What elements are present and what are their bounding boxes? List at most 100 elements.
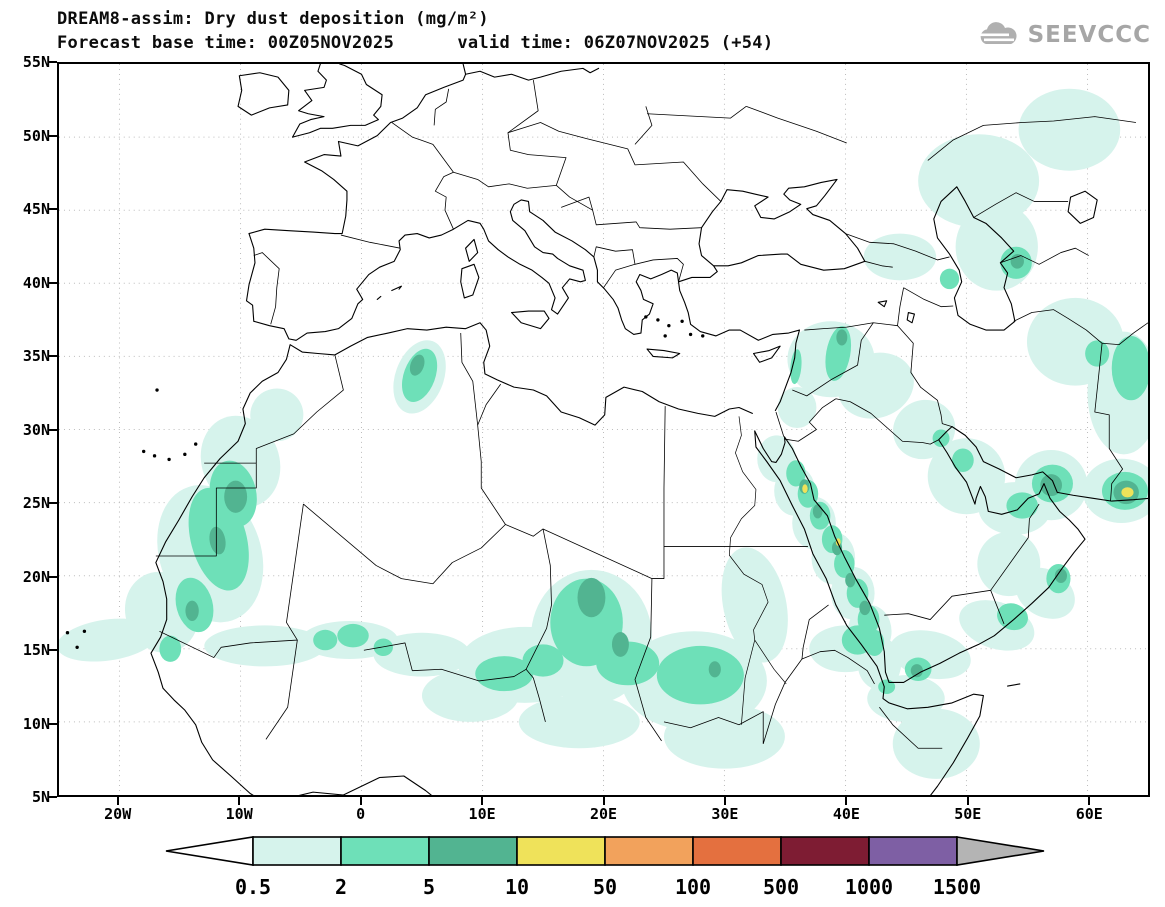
chart-title: DREAM8-assim: Dry dust deposition (mg/m²… [57,9,489,29]
map-canvas [59,64,1148,795]
island [183,452,187,457]
coastline [465,67,600,81]
country-border [593,246,636,265]
dust-contour-level2 [185,600,199,622]
lat-tick-label: 25N [22,494,50,512]
river-nile [728,416,769,641]
country-border [434,171,454,230]
coastline [245,199,680,341]
colorbar-over-arrow [956,836,1045,866]
coastline [933,186,1016,331]
country-border [897,325,953,427]
country-border [255,354,344,464]
country-border [303,503,506,585]
coastline [906,311,916,324]
country-border [1094,343,1123,502]
coastline [291,64,327,138]
lon-tick-label: 50E [954,805,982,823]
dust-contour-level2 [910,664,923,678]
colorbar-label: 5 [423,875,435,899]
colorbar-label: 1500 [933,875,981,899]
lon-tick-label: 10E [468,805,496,823]
lon-tick-mark [116,797,119,805]
dust-contour-level3 [802,484,808,494]
coastline [1007,683,1021,687]
dust-contour-level1 [656,645,744,705]
colorbar-label: 50 [593,875,617,899]
lon-tick-mark [845,797,848,805]
country-border [265,639,298,740]
country-border [884,589,1005,625]
country-border [927,116,1137,161]
lon-tick-label: 60E [1075,805,1103,823]
colorbar-cell [692,836,782,866]
lon-tick-label: 30E [711,805,739,823]
dust-contour-level0 [977,531,1041,597]
coastline [753,345,781,363]
country-border [804,287,904,331]
dust-contour-level1 [932,429,950,448]
dust-contour-level1 [834,550,855,578]
country-border [603,258,684,288]
country-border [556,185,702,230]
lat-tick-mark [49,61,57,63]
country-border [634,106,653,145]
lat-tick-mark [49,355,57,357]
colorbar-cell [604,836,694,866]
island [75,645,79,649]
lon-tick-mark [481,797,484,805]
country-border [253,252,280,325]
cloud-icon [979,22,1017,44]
dust-contour-level2 [224,480,248,513]
country-border [1013,309,1103,344]
dust-contour-level0 [518,695,640,749]
country-border [460,333,506,525]
dust-contour-level2 [859,600,871,616]
colorbar: 0.5 2 5 10 50 100 500 1000 1500 [165,836,1045,899]
lat-tick-label: 10N [22,714,50,733]
coastline [951,426,1148,502]
lat-tick-mark [49,134,57,137]
island [667,323,671,328]
lat-tick-label: 20N [22,567,50,586]
lat-tick-label: 35N [22,347,50,365]
coastline [460,263,480,299]
dust-contour-level1 [952,448,974,472]
dust-contour-level0 [918,134,1040,228]
dust-contour-level0 [777,387,817,429]
island [194,442,198,446]
country-border [1102,322,1148,346]
dust-contour-level0 [373,632,471,677]
island [141,449,146,454]
island [65,630,70,635]
lon-tick-mark [359,797,362,805]
dust-contour-level1 [313,629,338,651]
coastline [877,300,888,308]
colorbar-cell [780,836,870,866]
colorbar-cell [868,836,958,866]
country-border [155,463,257,557]
coastline [291,64,383,138]
dust-contour-level2 [845,572,856,588]
dust-contour-level0 [663,704,785,769]
river-nile [754,639,787,685]
country-border [634,546,665,742]
coastline [248,64,467,235]
lat-tick-mark [49,575,57,578]
island [701,334,705,338]
coastline [376,295,382,300]
country-border [879,707,943,749]
dust-contour-level0 [837,352,914,419]
lat-tick-mark [49,722,57,725]
country-border [561,196,594,211]
island [680,319,684,323]
coastline [1067,190,1098,224]
coastline [150,322,753,795]
dust-contour-level1 [1111,336,1148,401]
island [644,315,648,319]
coastline [465,238,479,262]
country-border [801,649,875,685]
lon-tick-mark [1088,797,1091,805]
country-border [784,398,837,442]
island [155,388,159,392]
